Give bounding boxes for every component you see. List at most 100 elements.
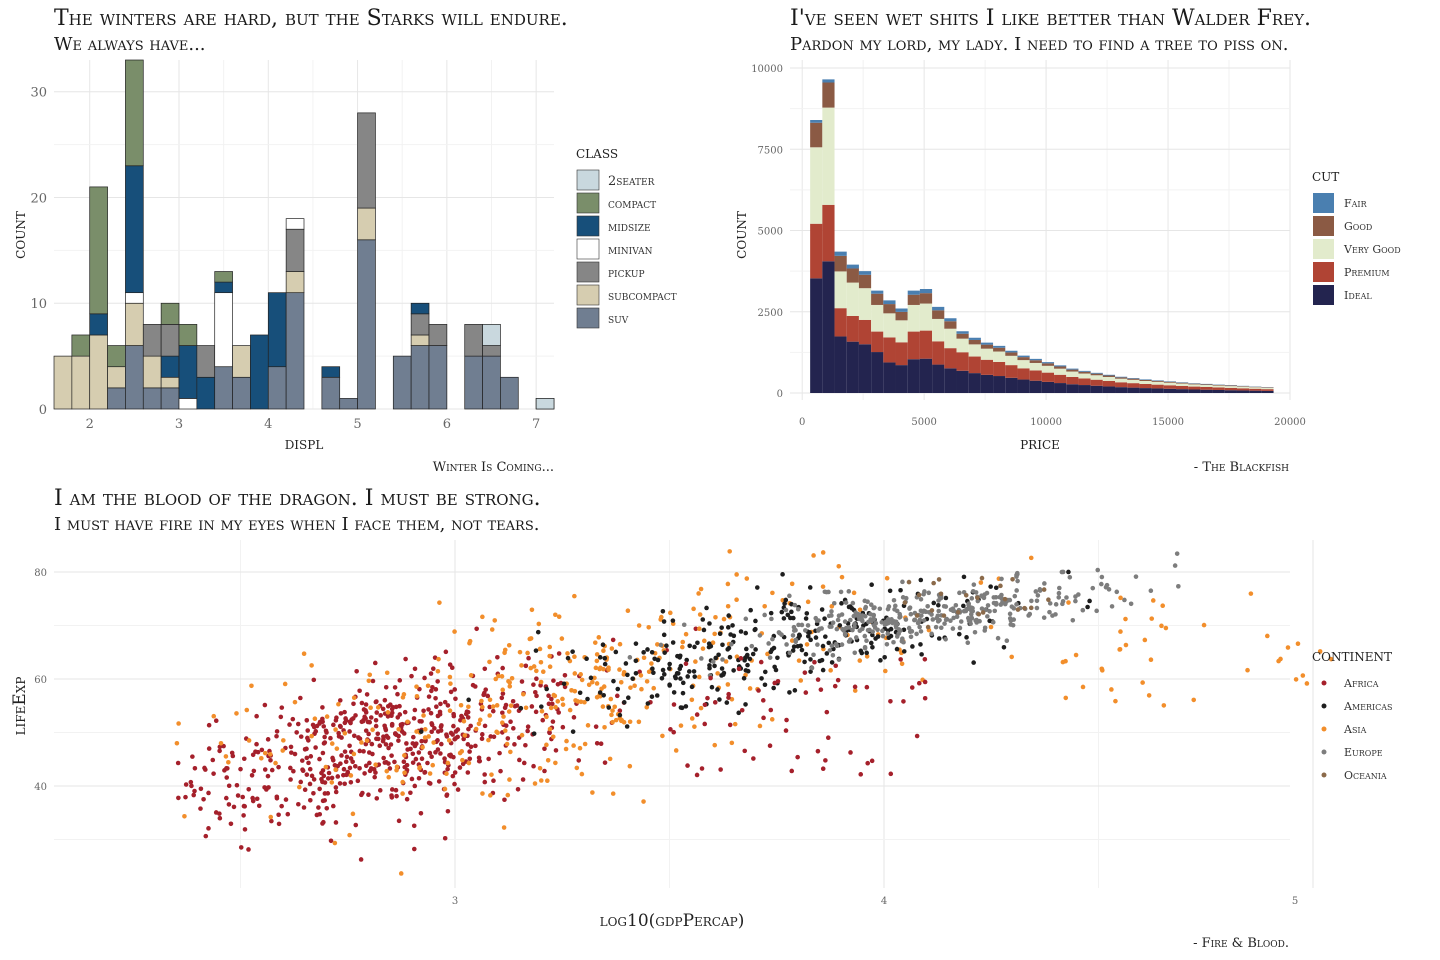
chart2-bar-ideal [1163, 388, 1176, 393]
chart3-point-americas [773, 667, 779, 673]
chart3-point-americas [720, 642, 725, 648]
chart2-bar-fair [1127, 378, 1140, 379]
chart3-point-africa [455, 787, 461, 792]
chart2-bar-good [944, 321, 957, 329]
chart2-bar-ideal [1054, 383, 1067, 393]
chart3-point-asia [500, 720, 505, 726]
chart3-point-africa [761, 715, 766, 721]
chart2-bar-very-good [1066, 371, 1079, 377]
chart3-point-europe [903, 617, 909, 622]
chart3-point-asia [1295, 641, 1301, 646]
chart3-point-americas [1087, 598, 1092, 604]
chart3-point-americas [750, 651, 756, 657]
chart3-point-americas [791, 644, 797, 649]
chart3-point-africa [217, 748, 222, 754]
chart3-point-americas [466, 697, 471, 703]
chart2-bar-premium [1115, 382, 1128, 388]
chart3-point-africa [362, 771, 367, 776]
chart3-point-africa [190, 754, 195, 759]
chart3-point-asia [596, 635, 602, 640]
chart3-point-americas [645, 701, 651, 706]
chart3-point-americas [713, 655, 719, 661]
chart3-point-asia [373, 762, 378, 768]
chart3-point-asia [574, 765, 580, 771]
chart3-point-europe [1090, 585, 1096, 591]
chart3-point-americas [748, 607, 753, 613]
chart3-point-africa [425, 760, 430, 766]
chart3-point-europe [1099, 574, 1105, 580]
chart3-point-africa [708, 675, 713, 681]
chart3-point-asia [292, 699, 298, 705]
chart3-point-africa [802, 670, 808, 675]
chart3-point-africa [699, 766, 705, 771]
chart3-point-europe [1009, 604, 1015, 609]
chart3-point-asia [367, 672, 373, 678]
chart2-bar-ideal [993, 376, 1006, 393]
chart3-point-africa [324, 805, 330, 811]
chart3-point-asia [651, 685, 657, 691]
chart3-point-africa [374, 710, 380, 715]
chart3-point-africa [502, 705, 508, 711]
chart3-point-africa [351, 701, 356, 707]
chart2-bar-premium [956, 352, 969, 371]
chart3-point-africa [560, 724, 566, 730]
chart2-bar-good [1017, 357, 1030, 361]
chart3-xtick-label: 5 [1292, 896, 1298, 907]
chart3-point-asia [552, 693, 558, 699]
chart3-point-asia [700, 646, 706, 651]
chart3-point-africa [337, 723, 343, 729]
chart3-point-europe [827, 648, 833, 653]
chart3-point-africa [430, 685, 435, 690]
chart2-bar-fair [822, 79, 835, 83]
chart3-point-americas [645, 647, 650, 652]
chart3-point-asia [538, 659, 544, 665]
chart3-point-europe [892, 607, 897, 612]
chart3-point-asia [612, 704, 618, 710]
chart3-point-americas [585, 696, 590, 702]
chart3-point-africa [296, 801, 301, 807]
chart3-point-europe [1033, 589, 1039, 594]
chart3-point-africa [512, 742, 517, 747]
chart2-bar-very-good [1163, 382, 1176, 386]
chart3-point-americas [717, 697, 722, 702]
chart3-point-africa [610, 637, 616, 643]
chart3-point-asia [572, 654, 577, 660]
chart3-ytick-label: 80 [34, 568, 47, 579]
chart3-point-asia [789, 581, 795, 587]
chart3-point-africa [231, 804, 237, 810]
chart3-point-europe [862, 644, 868, 650]
chart3-point-asia [805, 599, 811, 605]
chart3-point-americas [577, 690, 583, 696]
chart2-bar-very-good [1176, 383, 1189, 386]
chart3-point-africa [354, 668, 359, 674]
chart3-point-europe [966, 618, 972, 624]
chart2-bar-ideal [968, 373, 981, 393]
chart3-point-africa [760, 698, 766, 703]
chart2-ytick-label: 0 [777, 389, 783, 400]
chart3-point-europe [969, 608, 974, 614]
chart3-point-asia [489, 772, 494, 777]
chart3-point-africa [515, 786, 521, 792]
chart2-bar-fair [810, 120, 823, 123]
chart3-point-americas [617, 712, 623, 718]
chart1-legend-key [576, 238, 600, 260]
chart3-point-africa [482, 666, 488, 672]
chart3-point-africa [789, 768, 795, 774]
chart3-point-europe [938, 625, 944, 631]
chart3-point-europe [1050, 613, 1055, 618]
chart3-point-africa [772, 680, 778, 686]
chart3-point-europe [834, 626, 840, 632]
chart3-point-europe [850, 600, 856, 606]
chart3-point-americas [931, 600, 937, 606]
chart3-point-africa [387, 766, 393, 771]
chart3-point-asia [394, 767, 399, 773]
chart3-ylabel: lifeExp [10, 677, 30, 736]
chart2-bar-very-good [1029, 362, 1042, 371]
chart3-point-africa [402, 709, 408, 715]
chart2-bar-ideal [919, 358, 933, 393]
chart3-point-asia [636, 719, 642, 725]
chart3-point-africa [311, 677, 317, 683]
chart3-point-europe [848, 617, 853, 623]
chart3-point-europe [918, 596, 924, 602]
